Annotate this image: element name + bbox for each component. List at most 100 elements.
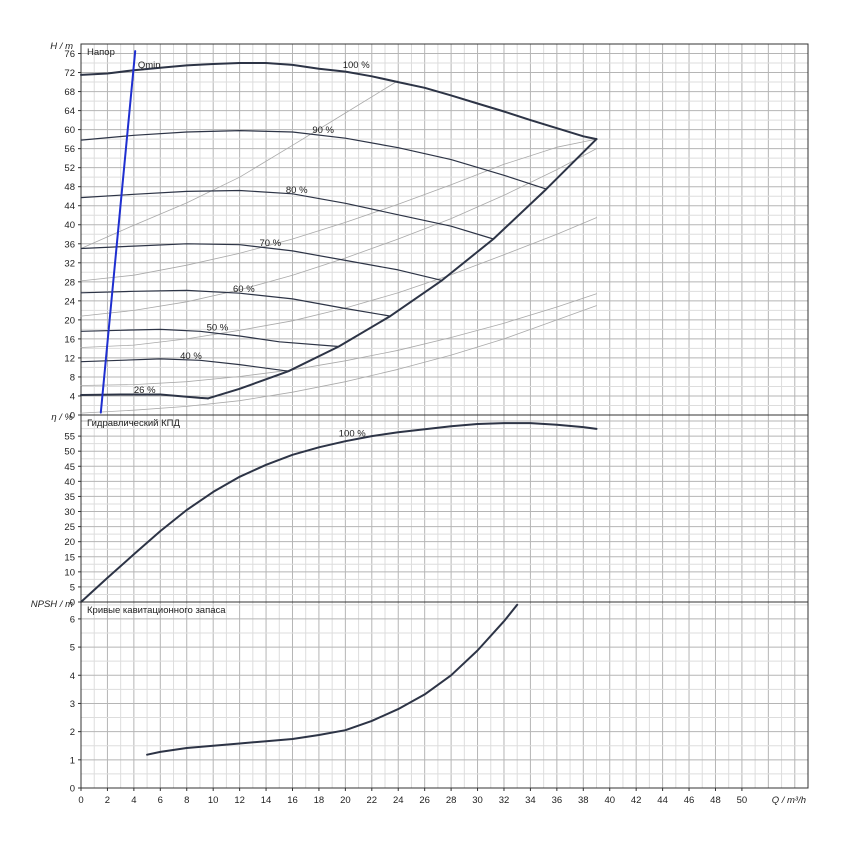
y-tick-label: 36 bbox=[64, 239, 75, 250]
series-line bbox=[80, 422, 598, 603]
y-tick-label: 1 bbox=[70, 755, 75, 766]
curve-label: 80 % bbox=[286, 185, 308, 196]
series-line bbox=[80, 243, 443, 281]
y-tick-label: 68 bbox=[64, 87, 75, 98]
series-line bbox=[80, 189, 494, 240]
x-tick-label: 8 bbox=[184, 795, 189, 806]
y-tick-label: 25 bbox=[64, 522, 75, 533]
x-tick-label: 48 bbox=[710, 795, 721, 806]
y-tick-label: 40 bbox=[64, 477, 75, 488]
y-axis-label: H / m bbox=[50, 41, 73, 52]
y-tick-label: 55 bbox=[64, 432, 75, 443]
series-line bbox=[99, 50, 137, 414]
y-tick-label: 28 bbox=[64, 277, 75, 288]
y-tick-label: 56 bbox=[64, 144, 75, 155]
x-tick-label: 24 bbox=[393, 795, 404, 806]
curve-label: 26 % bbox=[134, 385, 156, 396]
x-tick-label: 14 bbox=[261, 795, 272, 806]
x-tick-label: 10 bbox=[208, 795, 219, 806]
x-tick-label: 42 bbox=[631, 795, 642, 806]
y-tick-label: 3 bbox=[70, 699, 75, 710]
x-tick-label: 20 bbox=[340, 795, 351, 806]
x-tick-label: 18 bbox=[314, 795, 325, 806]
series-line bbox=[80, 293, 597, 386]
x-tick-label: 34 bbox=[525, 795, 536, 806]
panel-title: Кривые кавитационного запаса bbox=[87, 605, 226, 616]
series-line bbox=[80, 393, 209, 400]
series-line bbox=[80, 328, 340, 348]
y-axis-label: NPSH / m bbox=[31, 599, 73, 610]
y-tick-label: 35 bbox=[64, 492, 75, 503]
y-tick-label: 8 bbox=[70, 372, 75, 383]
series-line bbox=[80, 138, 597, 282]
series-line bbox=[80, 305, 597, 414]
y-tick-label: 5 bbox=[70, 643, 75, 654]
y-tick-label: 32 bbox=[64, 258, 75, 269]
y-tick-label: 4 bbox=[70, 391, 75, 402]
y-tick-label: 20 bbox=[64, 315, 75, 326]
y-tick-label: 72 bbox=[64, 68, 75, 79]
y-tick-label: 48 bbox=[64, 182, 75, 193]
y-axis-label: η / % bbox=[51, 412, 73, 423]
plot-frame bbox=[80, 601, 809, 789]
y-tick-label: 24 bbox=[64, 296, 75, 307]
series-group bbox=[146, 603, 519, 756]
series-line bbox=[80, 148, 597, 317]
x-tick-label: 32 bbox=[499, 795, 510, 806]
curve-label: 70 % bbox=[259, 238, 281, 249]
series-group bbox=[80, 422, 598, 603]
y-tick-label: 10 bbox=[64, 567, 75, 578]
y-tick-label: 16 bbox=[64, 334, 75, 345]
y-tick-label: 5 bbox=[70, 582, 75, 593]
curve-label: 50 % bbox=[207, 322, 229, 333]
curve-label: 100 % bbox=[343, 60, 370, 71]
panel-title: Гидравлический КПД bbox=[87, 418, 180, 429]
y-tick-label: 76 bbox=[64, 49, 75, 60]
x-tick-label: 6 bbox=[158, 795, 163, 806]
x-tick-label: 38 bbox=[578, 795, 589, 806]
curve-label: 40 % bbox=[180, 351, 202, 362]
curve-label: 100 % bbox=[339, 429, 366, 440]
y-tick-label: 40 bbox=[64, 220, 75, 231]
x-axis-label: Q / m³/h bbox=[772, 795, 806, 806]
x-tick-label: 40 bbox=[604, 795, 615, 806]
curve-label: 90 % bbox=[312, 125, 334, 136]
x-tick-label: 46 bbox=[684, 795, 695, 806]
y-tick-label: 44 bbox=[64, 201, 75, 212]
series-line bbox=[80, 289, 391, 317]
x-tick-label: 26 bbox=[419, 795, 430, 806]
curve-label: 60 % bbox=[233, 284, 255, 295]
panel-1: 0 5 10 15 20 25 30 35 40 45 50 55 η / % Гидравлически… bbox=[51, 412, 809, 609]
series-line bbox=[80, 130, 547, 190]
x-tick-label: 16 bbox=[287, 795, 298, 806]
series-line bbox=[146, 603, 519, 756]
series-line bbox=[206, 138, 598, 400]
y-tick-label: 50 bbox=[64, 447, 75, 458]
x-tick-label: 12 bbox=[234, 795, 245, 806]
y-tick-label: 4 bbox=[70, 671, 75, 682]
series-line bbox=[80, 62, 598, 141]
x-tick-label: 44 bbox=[657, 795, 668, 806]
y-tick-label: 30 bbox=[64, 507, 75, 518]
y-tick-label: 12 bbox=[64, 353, 75, 364]
x-tick-label: 30 bbox=[472, 795, 483, 806]
y-tick-label: 60 bbox=[64, 125, 75, 136]
y-tick-label: 20 bbox=[64, 537, 75, 548]
y-tick-label: 0 bbox=[70, 598, 75, 609]
x-tick-label: 50 bbox=[737, 795, 748, 806]
y-tick-label: 15 bbox=[64, 552, 75, 563]
series-line bbox=[80, 217, 597, 348]
panel-title: Напор bbox=[87, 47, 115, 58]
y-tick-label: 2 bbox=[70, 727, 75, 738]
y-tick-label: 0 bbox=[70, 411, 75, 422]
x-tick-label: 0 bbox=[78, 795, 83, 806]
y-tick-label: 45 bbox=[64, 462, 75, 473]
x-tick-label: 36 bbox=[552, 795, 563, 806]
series-line bbox=[80, 358, 290, 372]
series-group bbox=[80, 50, 598, 414]
x-tick-label: 2 bbox=[105, 795, 110, 806]
series-line bbox=[80, 80, 399, 249]
